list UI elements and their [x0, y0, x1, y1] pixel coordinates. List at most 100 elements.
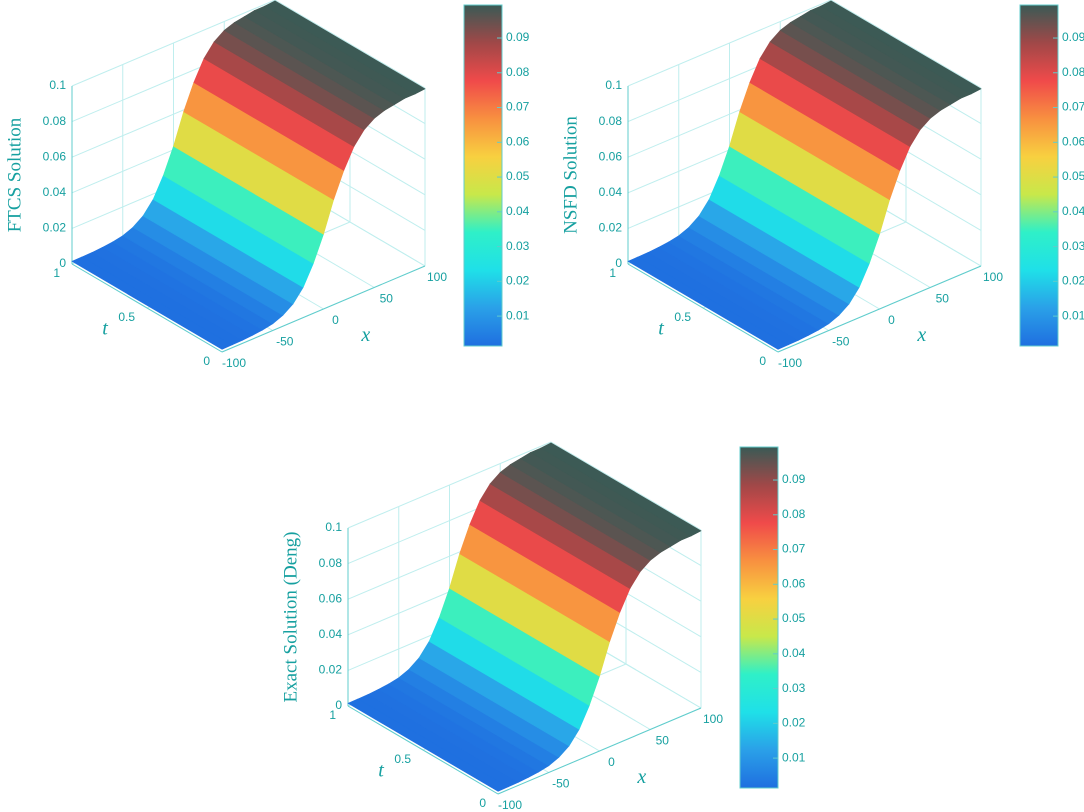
colorbar [463, 4, 503, 347]
colorbar-tick-label: 0.05 [506, 169, 530, 183]
colorbar-tick-label: 0.09 [506, 30, 530, 44]
colorbar-tick-label: 0.03 [506, 239, 530, 253]
x-tick-label: -50 [276, 335, 294, 349]
x-tick-label: 100 [983, 270, 1003, 284]
x-tick-label: -100 [222, 356, 246, 370]
z-tick-label: 0.08 [599, 114, 623, 128]
x-axis-label: x [916, 324, 926, 346]
x-tick-label: 0 [888, 313, 895, 327]
axis-line [777, 265, 982, 353]
surface-plot: -100-5005010000.5100.020.040.060.080.1FT… [4, 0, 530, 370]
axis-line [497, 707, 702, 795]
t-tick-label: 1 [53, 266, 60, 280]
surface-strip [540, 442, 702, 537]
t-tick-label: 0 [203, 354, 210, 368]
x-tick-label: 100 [427, 270, 447, 284]
colorbar-tick-label: 0.01 [506, 308, 530, 322]
t-tick-label: 0 [759, 354, 766, 368]
x-tick-label: 0 [332, 313, 339, 327]
z-tick-label: 0.04 [599, 185, 623, 199]
colorbar [739, 446, 779, 789]
surface-plot: -100-5005010000.5100.020.040.060.080.1Ex… [280, 441, 806, 812]
colorbar-tick-label: 0.08 [782, 507, 806, 521]
colorbar-tick-label: 0.07 [1062, 100, 1084, 114]
z-tick-label: 0.02 [43, 221, 67, 235]
z-axis-label: NSFD Solution [560, 116, 581, 234]
t-tick-label: 0 [479, 796, 486, 810]
colorbar-tick-label: 0.04 [506, 204, 530, 218]
axis-line [71, 263, 223, 353]
x-tick-label: -50 [832, 335, 850, 349]
colorbar-tick-label: 0.06 [782, 576, 806, 590]
x-tick-label: 50 [936, 292, 950, 306]
t-tick-label: 1 [609, 266, 616, 280]
t-tick-label: 0.5 [118, 310, 135, 324]
z-tick-label: 0.1 [605, 78, 622, 92]
x-tick-label: -100 [778, 356, 802, 370]
z-tick-label: 0 [335, 698, 342, 712]
t-axis-label: t [102, 318, 108, 340]
z-tick-label: 0.02 [319, 663, 343, 677]
z-axis-label: Exact Solution (Deng) [280, 532, 301, 703]
z-tick-label: 0.08 [319, 556, 343, 570]
colorbar-tick-label: 0.04 [782, 646, 806, 660]
colorbar [1019, 4, 1059, 347]
z-tick-label: 0.02 [599, 221, 623, 235]
colorbar-tick-label: 0.05 [1062, 169, 1084, 183]
x-tick-label: 50 [380, 292, 394, 306]
colorbar-tick-label: 0.02 [782, 716, 806, 730]
colorbar-tick-label: 0.06 [506, 134, 530, 148]
colorbar-tick-label: 0.03 [782, 681, 806, 695]
z-tick-label: 0.1 [49, 78, 66, 92]
z-tick-label: 0 [615, 256, 622, 270]
colorbar-tick-label: 0.04 [1062, 204, 1084, 218]
colorbar-tick-label: 0.02 [506, 274, 530, 288]
colorbar-tick-label: 0.01 [782, 750, 806, 764]
z-tick-label: 0.06 [319, 591, 343, 605]
z-grid-line [347, 441, 552, 529]
colorbar-tick-label: 0.03 [1062, 239, 1084, 253]
z-tick-label: 0.1 [325, 520, 342, 534]
z-axis-label: FTCS Solution [4, 117, 25, 232]
surface-strip [820, 0, 982, 95]
axis-line [221, 265, 426, 353]
surface-strip [264, 0, 426, 95]
x-tick-label: 50 [656, 734, 670, 748]
x-axis-label: x [636, 766, 646, 788]
z-grid-line [274, 0, 426, 89]
z-grid-line [830, 0, 982, 89]
z-tick-label: 0.04 [319, 627, 343, 641]
colorbar-tick-label: 0.01 [1062, 308, 1084, 322]
x-tick-label: 100 [703, 712, 723, 726]
z-grid-line [550, 441, 702, 531]
colorbar-tick-label: 0.06 [1062, 134, 1084, 148]
z-tick-label: 0.06 [43, 149, 67, 163]
colorbar-tick-label: 0.08 [1062, 65, 1084, 79]
x-tick-label: -100 [498, 798, 522, 812]
z-grid-line [627, 0, 832, 87]
colorbar-tick-label: 0.07 [782, 542, 806, 556]
x-tick-label: 0 [608, 755, 615, 769]
colorbar-tick-label: 0.07 [506, 100, 530, 114]
colorbar-tick-label: 0.02 [1062, 274, 1084, 288]
x-tick-label: -50 [552, 777, 570, 791]
t-tick-label: 0.5 [394, 752, 411, 766]
t-axis-label: t [378, 760, 384, 782]
colorbar-tick-label: 0.09 [1062, 30, 1084, 44]
z-tick-label: 0.04 [43, 185, 67, 199]
surface-plot: -100-5005010000.5100.020.040.060.080.1NS… [560, 0, 1084, 370]
t-tick-label: 0.5 [674, 310, 691, 324]
x-axis-label: x [360, 324, 370, 346]
axis-line [627, 263, 779, 353]
colorbar-tick-label: 0.08 [506, 65, 530, 79]
z-grid-line [71, 0, 276, 87]
z-tick-label: 0.08 [43, 114, 67, 128]
t-axis-label: t [658, 318, 664, 340]
axis-line [347, 705, 499, 795]
z-tick-label: 0.06 [599, 149, 623, 163]
t-tick-label: 1 [329, 708, 336, 722]
colorbar-tick-label: 0.09 [782, 472, 806, 486]
z-tick-label: 0 [59, 256, 66, 270]
colorbar-tick-label: 0.05 [782, 611, 806, 625]
